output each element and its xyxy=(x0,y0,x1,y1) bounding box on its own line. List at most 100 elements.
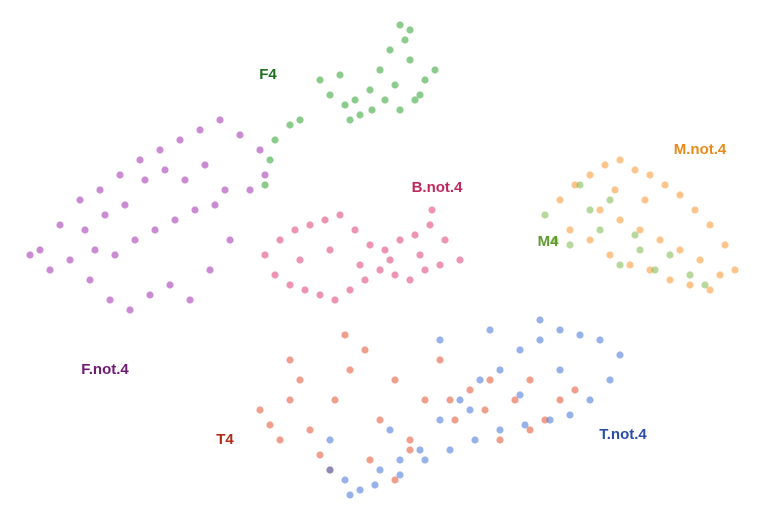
point xyxy=(116,171,124,179)
point xyxy=(456,396,464,404)
point xyxy=(286,396,294,404)
point xyxy=(566,411,574,419)
point xyxy=(511,396,519,404)
point xyxy=(151,226,159,234)
point xyxy=(361,346,369,354)
point xyxy=(376,66,384,74)
point xyxy=(126,306,134,314)
point xyxy=(526,426,534,434)
point xyxy=(136,156,144,164)
point xyxy=(276,236,284,244)
point xyxy=(261,181,269,189)
point xyxy=(296,376,304,384)
point xyxy=(436,356,444,364)
point xyxy=(636,246,644,254)
point xyxy=(616,351,624,359)
point xyxy=(556,196,564,204)
point xyxy=(376,416,384,424)
point xyxy=(111,251,119,259)
point xyxy=(721,241,729,249)
point xyxy=(691,206,699,214)
point xyxy=(416,91,424,99)
point xyxy=(436,336,444,344)
point xyxy=(146,291,154,299)
point xyxy=(176,136,184,144)
point xyxy=(351,226,359,234)
point xyxy=(286,281,294,289)
point xyxy=(376,466,384,474)
point xyxy=(271,271,279,279)
point xyxy=(421,266,429,274)
point xyxy=(256,406,264,414)
point xyxy=(221,186,229,194)
point xyxy=(496,366,504,374)
series-label: M4 xyxy=(538,233,559,250)
point xyxy=(576,181,584,189)
point xyxy=(446,446,454,454)
point xyxy=(81,226,89,234)
point xyxy=(196,126,204,134)
point xyxy=(191,206,199,214)
point xyxy=(186,296,194,304)
series-label: T4 xyxy=(216,431,234,448)
point xyxy=(321,216,329,224)
point xyxy=(656,236,664,244)
point xyxy=(421,456,429,464)
point xyxy=(356,486,364,494)
point xyxy=(466,386,474,394)
point xyxy=(351,96,359,104)
point xyxy=(161,166,169,174)
point xyxy=(261,251,269,259)
point xyxy=(331,396,339,404)
point xyxy=(76,196,84,204)
point xyxy=(401,36,409,44)
point xyxy=(236,131,244,139)
point xyxy=(556,326,564,334)
point xyxy=(536,316,544,324)
point xyxy=(536,336,544,344)
point xyxy=(428,206,436,214)
point xyxy=(556,366,564,374)
point xyxy=(206,266,214,274)
point xyxy=(606,251,614,259)
point xyxy=(286,121,294,129)
point xyxy=(631,231,639,239)
series-label: F.not.4 xyxy=(81,361,129,378)
point xyxy=(361,276,369,284)
point xyxy=(336,71,344,79)
point xyxy=(651,266,659,274)
point xyxy=(346,116,354,124)
point xyxy=(431,66,439,74)
point xyxy=(436,416,444,424)
point xyxy=(666,251,674,259)
point xyxy=(646,171,654,179)
point xyxy=(546,416,554,424)
point xyxy=(496,426,504,434)
point xyxy=(346,366,354,374)
point xyxy=(686,271,694,279)
point xyxy=(356,261,364,269)
point xyxy=(341,101,349,109)
point xyxy=(526,376,534,384)
point xyxy=(246,186,254,194)
point xyxy=(266,156,274,164)
point xyxy=(156,146,164,154)
point xyxy=(406,26,414,34)
point xyxy=(381,246,389,254)
point xyxy=(606,376,614,384)
point xyxy=(26,251,34,259)
point xyxy=(376,266,384,274)
point xyxy=(366,86,374,94)
point xyxy=(596,336,604,344)
point xyxy=(316,451,324,459)
point xyxy=(36,246,44,254)
point xyxy=(391,81,399,89)
point xyxy=(586,206,594,214)
point xyxy=(396,236,404,244)
point xyxy=(566,241,574,249)
point xyxy=(366,241,374,249)
point xyxy=(716,271,724,279)
series-label: M.not.4 xyxy=(674,141,727,158)
point xyxy=(386,426,394,434)
